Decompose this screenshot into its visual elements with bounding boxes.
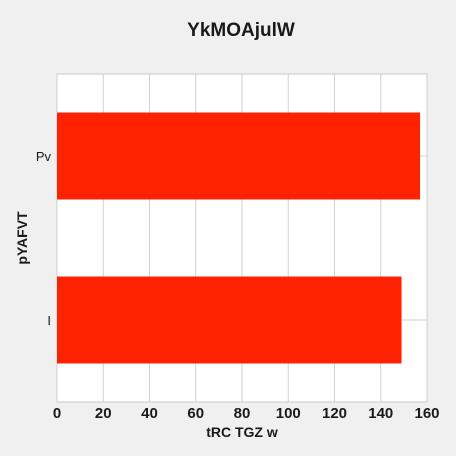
x-tick-label: 40	[141, 405, 158, 422]
bar-i	[57, 276, 402, 364]
y-tick-label: I	[47, 313, 51, 328]
x-tick-label: 160	[414, 405, 439, 422]
y-axis-label: pYAFVT	[14, 211, 30, 265]
y-axis-ticks: I Pv	[36, 149, 52, 328]
x-tick-label: 120	[322, 405, 347, 422]
bar-pv	[57, 112, 421, 200]
bars	[57, 112, 421, 364]
x-tick-label: 0	[53, 405, 61, 422]
chart-title: YkMOAjulW	[187, 20, 295, 41]
x-tick-label: 20	[95, 405, 112, 422]
x-tick-label: 140	[368, 405, 393, 422]
y-tick-label: Pv	[36, 149, 52, 164]
x-tick-label: 100	[276, 405, 301, 422]
x-tick-label: 80	[234, 405, 251, 422]
x-axis-label: tRC TGZ w	[206, 424, 278, 440]
x-tick-label: 60	[187, 405, 204, 422]
x-axis-ticks: 0 20 40 60 80 100 120 140 160	[53, 405, 440, 422]
